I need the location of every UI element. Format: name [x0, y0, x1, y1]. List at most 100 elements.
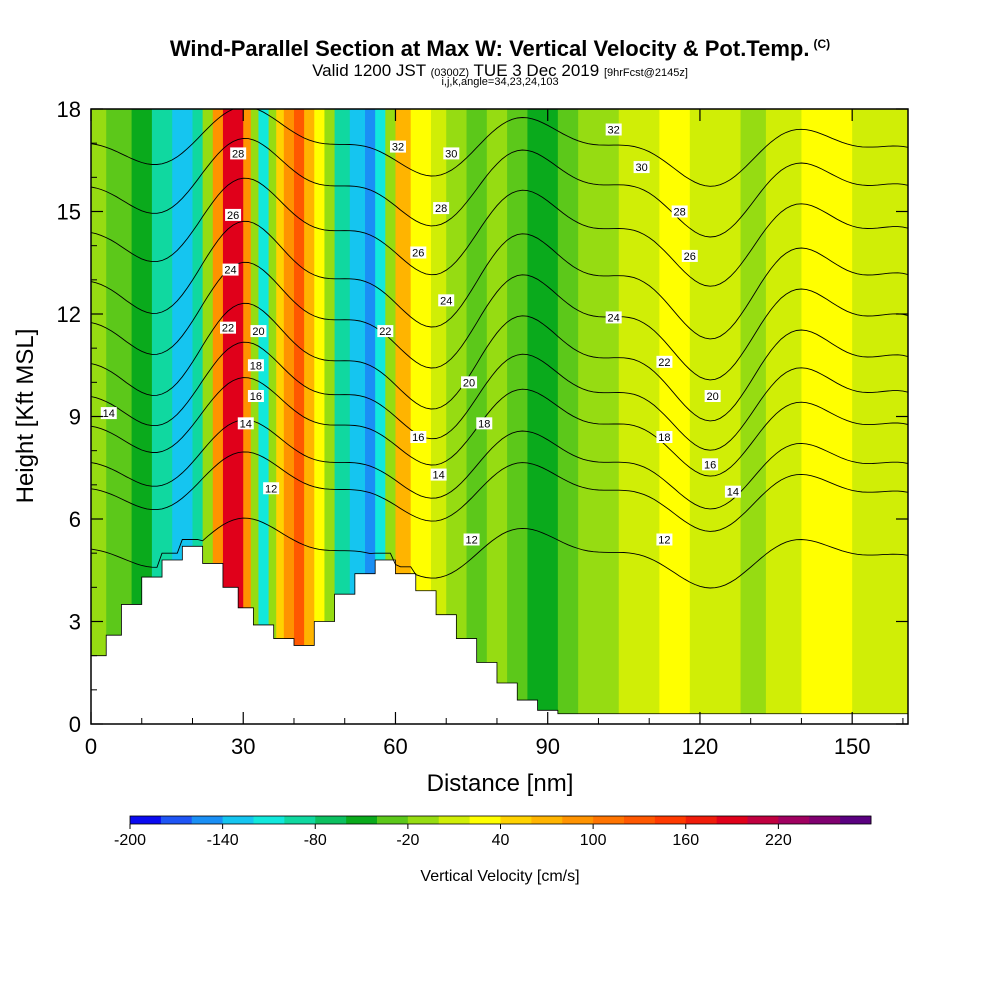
contour-label-1: 26 — [227, 210, 239, 222]
contour-label-20: 12 — [465, 535, 477, 547]
velocity-band-6 — [202, 109, 214, 724]
colorbar-swatch-9 — [407, 816, 440, 824]
colorbar-tick-label-2: -80 — [304, 832, 327, 849]
contour-label-bg-25 — [605, 311, 622, 324]
y-tick-label-4: 12 — [57, 302, 81, 327]
velocity-band-7 — [212, 109, 224, 724]
contour-label-12: 28 — [435, 203, 447, 215]
y-tick-label-2: 6 — [69, 507, 81, 532]
contour-label-2: 24 — [224, 265, 236, 277]
velocity-band-20 — [349, 109, 366, 724]
contour-label-21: 32 — [608, 125, 620, 137]
colorbar-swatch-22 — [809, 816, 841, 824]
contour-label-bg-19 — [430, 468, 447, 481]
velocity-band-11 — [258, 109, 270, 724]
colorbar-tick-label-3: -20 — [396, 832, 419, 849]
potential-temperature-contours — [91, 109, 908, 589]
contour-label-29: 16 — [704, 459, 716, 471]
velocity-band-9 — [243, 109, 252, 724]
colorbar-swatch-8 — [377, 816, 409, 824]
y-axis-title: Height [Kft MSL] — [12, 329, 39, 504]
contour-label-19: 14 — [432, 470, 444, 482]
contour-label-6: 16 — [250, 391, 262, 403]
y-tick-label-0: 0 — [69, 712, 81, 737]
chart-subtitle: Valid 1200 JST (0300Z) TUE 3 Dec 2019 [9… — [0, 61, 1000, 81]
contour-label-7: 14 — [240, 418, 252, 430]
terrain — [91, 545, 908, 724]
x-tick-label-0: 0 — [85, 734, 97, 759]
contour-label-bg-9 — [100, 407, 117, 420]
velocity-band-35 — [659, 109, 691, 724]
colorbar-tick-label-5: 100 — [580, 832, 607, 849]
section-parameters: i,j,k,angle=34,23,24,103 — [441, 76, 559, 88]
colorbar-swatch-2 — [191, 816, 224, 824]
axes: 0 30 60 90 120 150 0 3 6 9 12 15 18 — [57, 97, 908, 759]
contour-label-bg-22 — [633, 161, 650, 174]
contour-label-0: 28 — [232, 148, 244, 160]
colorbar: -200 -140 -80 -20 40 100 160 220 — [114, 815, 872, 849]
contour-label-bg-27 — [704, 390, 721, 402]
velocity-band-5 — [192, 109, 204, 724]
velocity-band-14 — [283, 109, 295, 724]
velocity-band-28 — [466, 109, 488, 724]
contour-label-bg-16 — [461, 376, 478, 389]
contour-label-bg-15 — [377, 325, 394, 338]
colorbar-swatch-4 — [253, 816, 285, 824]
contour-label-bg-10 — [390, 140, 407, 153]
contour-theta-22 — [91, 302, 908, 422]
velocity-band-26 — [430, 109, 447, 724]
colorbar-swatch-13 — [531, 816, 563, 824]
contour-label-bg-0 — [230, 147, 247, 160]
velocity-band-10 — [250, 109, 260, 724]
colorbar-swatch-15 — [593, 816, 625, 824]
contour-label-26: 22 — [658, 357, 670, 369]
contour-theta-26 — [91, 220, 908, 340]
contour-label-27: 20 — [707, 391, 719, 403]
colorbar-swatch-1 — [160, 816, 193, 824]
valid-time: Valid 1200 JST — [312, 61, 426, 80]
contour-label-bg-1 — [225, 208, 242, 221]
velocity-band-16 — [304, 109, 315, 724]
contour-theta-32 — [91, 109, 908, 187]
contour-label-24: 26 — [684, 251, 696, 263]
contour-label-9: 14 — [103, 408, 115, 420]
velocity-band-23 — [385, 109, 397, 724]
contour-theta-30 — [91, 137, 908, 238]
velocity-band-27 — [446, 109, 468, 724]
colorbar-swatch-10 — [438, 816, 471, 824]
colorbar-swatch-18 — [685, 816, 718, 824]
contour-label-8: 12 — [265, 483, 277, 495]
colorbar-swatch-16 — [624, 816, 656, 824]
valid-date: TUE 3 Dec 2019 — [473, 61, 600, 80]
x-tick-label-2: 60 — [383, 734, 407, 759]
velocity-band-38 — [765, 109, 803, 724]
contour-label-13: 26 — [412, 248, 424, 260]
contour-label-bg-3 — [220, 321, 237, 334]
contour-label-bg-2 — [222, 263, 239, 276]
contour-label-bg-26 — [656, 355, 673, 368]
contour-theta-18 — [91, 377, 908, 477]
colorbar-swatch-11 — [469, 816, 501, 824]
contour-label-bg-8 — [263, 482, 280, 495]
chart-title-text: Wind-Parallel Section at Max W: Vertical… — [169, 36, 810, 61]
colorbar-swatch-20 — [747, 816, 779, 824]
chart-title-mark: (C) — [813, 37, 831, 51]
velocity-band-32 — [557, 109, 579, 724]
contour-label-bg-29 — [702, 458, 719, 471]
colorbar-swatch-14 — [562, 816, 594, 824]
colorbar-swatch-3 — [222, 816, 254, 824]
contour-label-5: 18 — [250, 360, 262, 372]
velocity-band-34 — [618, 109, 660, 724]
y-tick-label-6: 18 — [57, 97, 81, 122]
velocity-band-33 — [578, 109, 620, 724]
contour-label-23: 28 — [674, 207, 686, 219]
velocity-band-36 — [689, 109, 742, 724]
colorbar-swatch-12 — [500, 816, 532, 824]
colorbar-swatch-19 — [716, 816, 748, 824]
colorbar-swatch-23 — [840, 816, 872, 824]
x-tick-label-3: 90 — [535, 734, 559, 759]
velocity-band-13 — [276, 109, 285, 724]
colorbar-swatch-0 — [130, 816, 162, 824]
y-tick-label-5: 15 — [57, 200, 81, 225]
contour-theta-12 — [91, 517, 908, 589]
